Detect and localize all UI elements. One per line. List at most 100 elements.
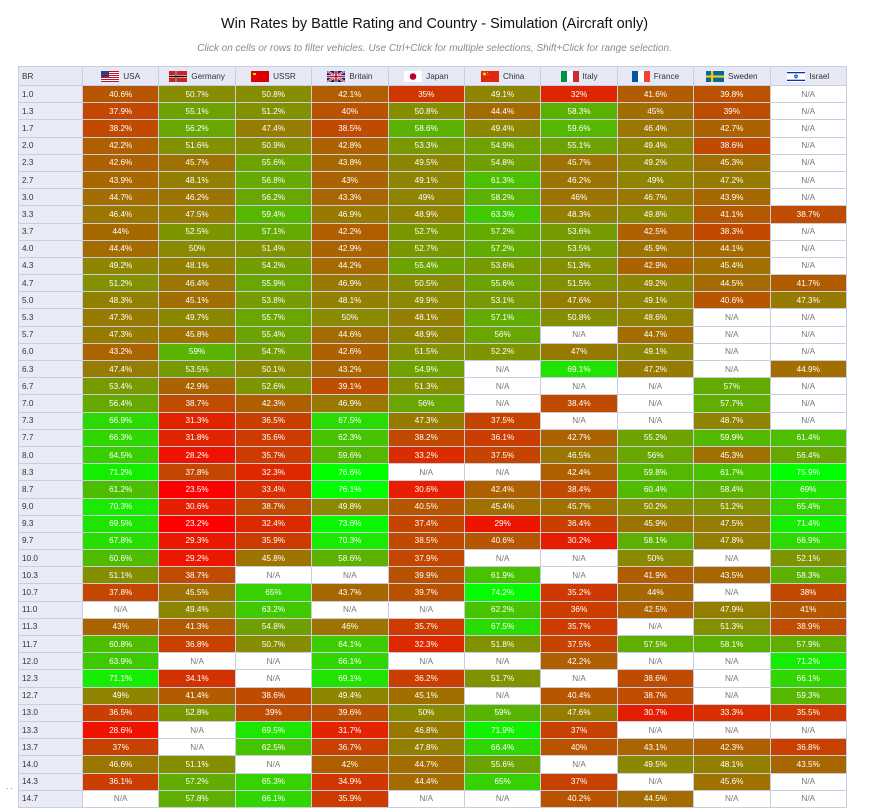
- column-header-ussr[interactable]: USSR: [235, 66, 313, 86]
- column-header-italy[interactable]: Italy: [541, 66, 618, 86]
- win-rate-cell[interactable]: 32.3%: [235, 464, 313, 482]
- win-rate-cell[interactable]: N/A: [617, 378, 695, 396]
- win-rate-cell[interactable]: 42.6%: [83, 154, 160, 172]
- win-rate-cell[interactable]: 42.3%: [235, 395, 313, 413]
- win-rate-cell[interactable]: 57.2%: [159, 773, 236, 791]
- win-rate-cell[interactable]: N/A: [617, 773, 695, 791]
- table-row[interactable]: 14.3 36.1% 57.2% 65.3% 34.9% 44.4% 65% 37% N/A 45…: [18, 773, 847, 791]
- win-rate-cell[interactable]: N/A: [770, 790, 847, 808]
- win-rate-cell[interactable]: 52.1%: [770, 550, 847, 568]
- win-rate-cell[interactable]: 38.6%: [694, 137, 771, 155]
- win-rate-cell[interactable]: 42.4%: [541, 464, 618, 482]
- win-rate-cell[interactable]: 35.7%: [235, 446, 313, 465]
- win-rate-cell[interactable]: 38.7%: [159, 567, 236, 585]
- win-rate-cell[interactable]: 46.4%: [617, 120, 695, 138]
- win-rate-cell[interactable]: N/A: [694, 343, 771, 361]
- win-rate-cell[interactable]: 59%: [464, 704, 542, 722]
- br-label[interactable]: 2.0: [18, 137, 83, 155]
- win-rate-cell[interactable]: 65%: [464, 773, 542, 791]
- win-rate-cell[interactable]: 57.2%: [464, 223, 542, 241]
- win-rate-cell[interactable]: 59.6%: [541, 120, 618, 138]
- win-rate-cell[interactable]: 50%: [312, 309, 389, 327]
- win-rate-cell[interactable]: 55.1%: [159, 103, 236, 121]
- win-rate-cell[interactable]: N/A: [770, 103, 847, 121]
- win-rate-cell[interactable]: 42.8%: [312, 137, 389, 155]
- win-rate-cell[interactable]: 46.7%: [617, 189, 695, 207]
- win-rate-cell[interactable]: 48.6%: [617, 309, 695, 327]
- win-rate-cell[interactable]: 38.2%: [83, 120, 160, 138]
- win-rate-cell[interactable]: 69.1%: [312, 670, 389, 688]
- table-row[interactable]: 11.7 60.8% 36.8% 50.7% 64.1% 32.3% 51.8% 37.5% 5…: [18, 636, 847, 654]
- win-rate-cell[interactable]: N/A: [541, 378, 618, 396]
- win-rate-cell[interactable]: N/A: [312, 601, 389, 619]
- win-rate-cell[interactable]: 40%: [541, 739, 618, 757]
- win-rate-cell[interactable]: N/A: [694, 326, 771, 344]
- table-row[interactable]: 9.0 70.3% 30.6% 38.7% 49.8% 40.5% 45.4% 45.7% 50…: [18, 498, 847, 516]
- win-rate-cell[interactable]: 30.2%: [541, 532, 618, 551]
- win-rate-cell[interactable]: 42.2%: [312, 223, 389, 241]
- win-rate-cell[interactable]: 50.7%: [235, 636, 313, 654]
- win-rate-cell[interactable]: 37.9%: [388, 550, 465, 568]
- win-rate-cell[interactable]: 58.3%: [541, 103, 618, 121]
- win-rate-cell[interactable]: N/A: [770, 86, 847, 104]
- win-rate-cell[interactable]: 71.2%: [770, 653, 847, 671]
- win-rate-cell[interactable]: N/A: [388, 601, 465, 619]
- win-rate-cell[interactable]: 38.7%: [159, 395, 236, 413]
- win-rate-cell[interactable]: 45.3%: [694, 446, 771, 465]
- win-rate-cell[interactable]: 41.7%: [770, 275, 847, 293]
- br-label[interactable]: 4.0: [18, 240, 83, 258]
- table-row[interactable]: 7.7 66.3% 31.8% 35.6% 62.3% 38.2% 36.1% 42.7% 55…: [18, 429, 847, 447]
- br-label[interactable]: 2.3: [18, 154, 83, 172]
- win-rate-cell[interactable]: 23.2%: [159, 515, 236, 533]
- br-label[interactable]: 8.3: [18, 464, 83, 482]
- br-label[interactable]: 11.7: [18, 636, 83, 654]
- win-rate-cell[interactable]: N/A: [770, 189, 847, 207]
- win-rate-cell[interactable]: 51.5%: [388, 343, 465, 361]
- win-rate-cell[interactable]: 76.6%: [312, 464, 389, 482]
- win-rate-cell[interactable]: 75.9%: [770, 464, 847, 482]
- win-rate-cell[interactable]: 35.6%: [235, 429, 313, 447]
- win-rate-cell[interactable]: 67.5%: [464, 618, 542, 636]
- table-row[interactable]: 11.3 43% 41.3% 54.8% 46% 35.7% 67.5% 35.7% N/A 51…: [18, 618, 847, 636]
- win-rate-cell[interactable]: N/A: [83, 601, 160, 619]
- win-rate-cell[interactable]: 53.5%: [159, 361, 236, 379]
- table-row[interactable]: 1.7 38.2% 56.2% 47.4% 38.5% 58.6% 49.4% 59.6% 46…: [18, 120, 847, 138]
- win-rate-cell[interactable]: 49%: [83, 687, 160, 705]
- br-label[interactable]: 4.3: [18, 257, 83, 276]
- win-rate-cell[interactable]: 41.1%: [694, 206, 771, 224]
- win-rate-cell[interactable]: 51.4%: [235, 240, 313, 258]
- win-rate-cell[interactable]: 56%: [617, 446, 695, 465]
- win-rate-cell[interactable]: 36.7%: [312, 739, 389, 757]
- win-rate-cell[interactable]: 47.8%: [388, 739, 465, 757]
- win-rate-cell[interactable]: 46%: [312, 618, 389, 636]
- win-rate-cell[interactable]: 44.4%: [464, 103, 542, 121]
- win-rate-cell[interactable]: 71.1%: [83, 670, 160, 688]
- win-rate-cell[interactable]: N/A: [770, 326, 847, 344]
- br-label[interactable]: 14.3: [18, 773, 83, 791]
- win-rate-cell[interactable]: N/A: [464, 464, 542, 482]
- win-rate-cell[interactable]: 58.4%: [694, 481, 771, 499]
- win-rate-cell[interactable]: 51.6%: [159, 137, 236, 155]
- win-rate-cell[interactable]: 39.9%: [388, 567, 465, 585]
- win-rate-cell[interactable]: 45.7%: [159, 154, 236, 172]
- win-rate-cell[interactable]: 45.8%: [159, 326, 236, 344]
- win-rate-cell[interactable]: 52.2%: [464, 343, 542, 361]
- win-rate-cell[interactable]: 39%: [235, 704, 313, 722]
- win-rate-cell[interactable]: 45.9%: [617, 515, 695, 533]
- win-rate-cell[interactable]: 74.2%: [464, 584, 542, 602]
- win-rate-cell[interactable]: N/A: [770, 378, 847, 396]
- win-rate-cell[interactable]: N/A: [770, 154, 847, 172]
- win-rate-cell[interactable]: 70.3%: [83, 498, 160, 516]
- win-rate-cell[interactable]: 31.8%: [159, 429, 236, 447]
- win-rate-cell[interactable]: 30.6%: [388, 481, 465, 499]
- win-rate-cell[interactable]: 51.5%: [541, 275, 618, 293]
- win-rate-cell[interactable]: 43.5%: [694, 567, 771, 585]
- win-rate-cell[interactable]: 56%: [388, 395, 465, 413]
- win-rate-cell[interactable]: 53.5%: [541, 240, 618, 258]
- win-rate-cell[interactable]: 45.7%: [541, 154, 618, 172]
- win-rate-cell[interactable]: 47.5%: [694, 515, 771, 533]
- win-rate-cell[interactable]: N/A: [617, 618, 695, 636]
- win-rate-cell[interactable]: 71.4%: [770, 515, 847, 533]
- win-rate-cell[interactable]: 51.7%: [464, 670, 542, 688]
- br-label[interactable]: 3.7: [18, 223, 83, 241]
